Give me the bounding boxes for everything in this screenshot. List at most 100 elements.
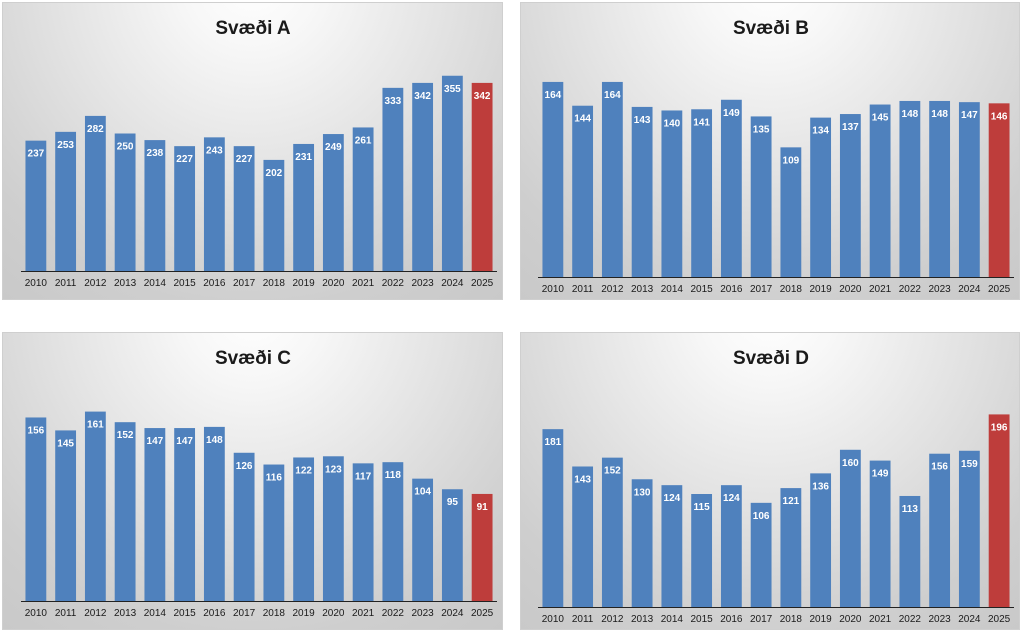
x-tick-label-2019: 2019 bbox=[810, 614, 833, 625]
x-tick-label-2024: 2024 bbox=[958, 284, 981, 295]
bar-2011 bbox=[572, 105, 594, 277]
x-tick-label-2020: 2020 bbox=[839, 614, 862, 625]
x-tick-label-2014: 2014 bbox=[144, 608, 167, 619]
x-tick-label-2015: 2015 bbox=[691, 284, 714, 295]
bar-2013 bbox=[631, 479, 653, 607]
bar-2012 bbox=[84, 411, 106, 601]
bar-2023 bbox=[929, 453, 951, 607]
data-label-2016: 243 bbox=[206, 145, 223, 156]
data-label-2014: 147 bbox=[147, 436, 164, 447]
data-label-2012: 161 bbox=[87, 420, 104, 431]
bar-2015 bbox=[691, 109, 713, 277]
bar-2022 bbox=[899, 495, 921, 607]
x-tick-label-2015: 2015 bbox=[174, 608, 197, 619]
data-label-2018: 121 bbox=[783, 496, 800, 507]
x-tick-label-2016: 2016 bbox=[720, 284, 743, 295]
bar-2017 bbox=[750, 502, 772, 607]
data-label-2021: 261 bbox=[355, 135, 372, 146]
data-label-2025: 196 bbox=[991, 422, 1008, 433]
x-tick-label-2017: 2017 bbox=[750, 284, 773, 295]
data-label-2013: 143 bbox=[634, 115, 651, 126]
x-tick-label-2022: 2022 bbox=[382, 608, 405, 619]
bar-2017 bbox=[233, 452, 255, 601]
bar-chart-a: Svæði A 237 2010 253 2011 282 2012 250 2013 238 2… bbox=[21, 18, 497, 289]
data-label-2017: 106 bbox=[753, 511, 770, 522]
x-tick-label-2022: 2022 bbox=[899, 614, 922, 625]
data-label-2020: 137 bbox=[842, 122, 859, 133]
x-tick-label-2021: 2021 bbox=[352, 278, 375, 289]
bar-2021 bbox=[869, 104, 891, 277]
x-tick-label-2010: 2010 bbox=[542, 284, 565, 295]
chart-panel-c: Svæði C 156 2010 145 2011 161 2012 152 2013 147 2… bbox=[2, 332, 503, 630]
data-label-2010: 164 bbox=[545, 90, 562, 101]
bar-2016 bbox=[203, 426, 225, 601]
x-tick-label-2016: 2016 bbox=[720, 614, 743, 625]
data-label-2022: 148 bbox=[902, 109, 919, 120]
data-label-2016: 149 bbox=[723, 108, 740, 119]
data-label-2016: 124 bbox=[723, 493, 740, 504]
chart-panel-d: Svæði D 181 2010 143 2011 152 2012 130 2013 124 2… bbox=[520, 332, 1020, 630]
x-tick-label-2012: 2012 bbox=[84, 278, 107, 289]
bar-2021 bbox=[352, 127, 374, 271]
bar-2024 bbox=[958, 450, 980, 607]
data-label-2023: 104 bbox=[414, 487, 431, 498]
data-label-2018: 109 bbox=[783, 155, 800, 166]
chart-title: Svæði B bbox=[733, 18, 809, 39]
chart-title: Svæði A bbox=[215, 18, 291, 39]
x-tick-label-2023: 2023 bbox=[929, 614, 952, 625]
data-label-2015: 147 bbox=[176, 436, 193, 447]
x-tick-label-2020: 2020 bbox=[839, 284, 862, 295]
data-label-2022: 113 bbox=[902, 504, 919, 515]
data-label-2014: 124 bbox=[664, 493, 681, 504]
bar-2022 bbox=[382, 87, 404, 271]
x-tick-label-2014: 2014 bbox=[144, 278, 167, 289]
x-tick-label-2018: 2018 bbox=[263, 608, 286, 619]
x-tick-label-2010: 2010 bbox=[25, 278, 48, 289]
bar-2016 bbox=[203, 137, 225, 271]
data-label-2010: 237 bbox=[28, 149, 45, 160]
bar-2020 bbox=[322, 456, 344, 601]
data-label-2010: 181 bbox=[545, 437, 562, 448]
x-tick-label-2013: 2013 bbox=[114, 278, 137, 289]
x-tick-label-2017: 2017 bbox=[233, 278, 256, 289]
x-tick-label-2010: 2010 bbox=[542, 614, 565, 625]
bar-2010 bbox=[25, 417, 47, 601]
data-label-2023: 156 bbox=[931, 462, 948, 473]
data-label-2017: 126 bbox=[236, 461, 253, 472]
x-tick-label-2011: 2011 bbox=[55, 278, 77, 289]
bar-2011 bbox=[572, 466, 594, 607]
data-label-2019: 231 bbox=[295, 152, 312, 163]
bar-2019 bbox=[810, 117, 832, 277]
bar-2012 bbox=[601, 81, 623, 278]
bar-2017 bbox=[750, 116, 772, 277]
chart-title: Svæði C bbox=[215, 348, 291, 369]
data-label-2015: 141 bbox=[693, 117, 710, 128]
bar-2017 bbox=[233, 146, 255, 271]
bar-2019 bbox=[293, 143, 315, 271]
bar-2015 bbox=[174, 146, 196, 271]
bar-2021 bbox=[869, 460, 891, 607]
x-tick-label-2024: 2024 bbox=[958, 614, 981, 625]
data-label-2018: 202 bbox=[266, 168, 283, 179]
x-tick-label-2025: 2025 bbox=[988, 284, 1011, 295]
bar-2025 bbox=[988, 103, 1010, 277]
x-tick-label-2023: 2023 bbox=[412, 278, 435, 289]
x-tick-label-2019: 2019 bbox=[293, 608, 316, 619]
x-tick-label-2013: 2013 bbox=[631, 614, 654, 625]
bar-2014 bbox=[661, 485, 683, 607]
x-tick-label-2011: 2011 bbox=[572, 614, 594, 625]
bar-2014 bbox=[661, 110, 683, 277]
x-tick-label-2017: 2017 bbox=[750, 614, 773, 625]
data-label-2022: 333 bbox=[385, 96, 402, 107]
data-label-2013: 250 bbox=[117, 142, 134, 153]
data-label-2020: 160 bbox=[842, 458, 859, 469]
x-tick-label-2013: 2013 bbox=[631, 284, 654, 295]
bar-2010 bbox=[25, 140, 47, 271]
data-label-2014: 140 bbox=[664, 118, 681, 129]
bar-2013 bbox=[114, 133, 136, 271]
x-tick-label-2017: 2017 bbox=[233, 608, 256, 619]
data-label-2011: 143 bbox=[574, 474, 591, 485]
data-label-2021: 145 bbox=[872, 113, 889, 124]
x-tick-label-2020: 2020 bbox=[322, 278, 345, 289]
bar-2024 bbox=[441, 489, 463, 601]
